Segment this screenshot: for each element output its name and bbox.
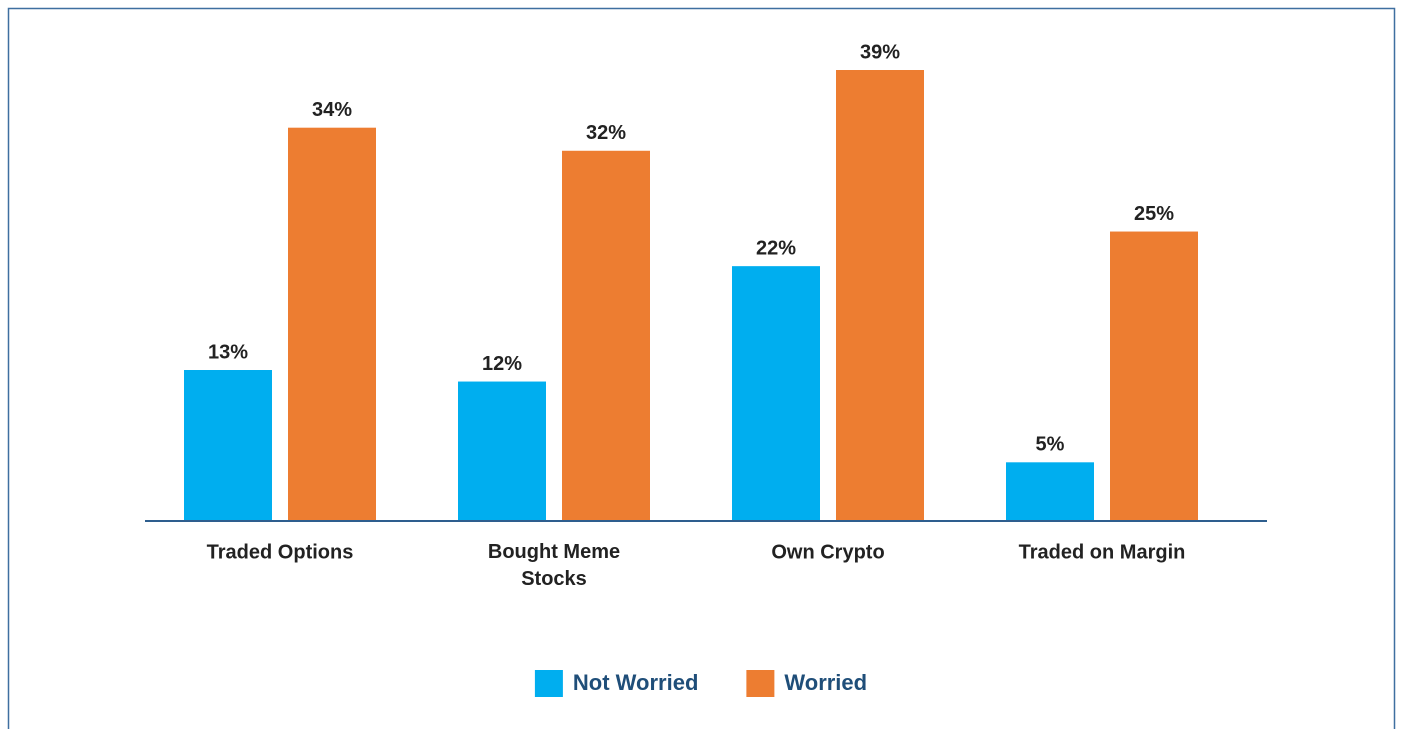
- data-label: 32%: [586, 122, 626, 144]
- data-label: 39%: [860, 41, 900, 63]
- data-label: 13%: [208, 341, 248, 363]
- data-label: 34%: [312, 99, 352, 121]
- legend-swatch: [746, 670, 775, 697]
- x-tick-label: Traded Options: [207, 541, 354, 563]
- data-label: 12%: [482, 353, 522, 375]
- x-tick-label: Bought Meme Stocks: [488, 541, 620, 590]
- x-tick-label: Own Crypto: [771, 541, 884, 563]
- data-label: 25%: [1134, 203, 1174, 225]
- legend-swatch: [534, 670, 563, 697]
- legend-label: Worried: [784, 670, 867, 695]
- legend-item: Worried: [746, 670, 867, 697]
- bar: [1110, 231, 1198, 521]
- bar: [562, 150, 650, 520]
- bar: [288, 127, 376, 520]
- bar: [184, 370, 272, 520]
- data-label: 22%: [756, 237, 796, 259]
- x-tick-label: Traded on Margin: [1019, 541, 1186, 563]
- legend-label: Not Worried: [573, 670, 698, 695]
- data-label: 5%: [1036, 434, 1065, 456]
- bar: [836, 70, 924, 520]
- frame: [7, 7, 1396, 729]
- bar: [732, 266, 820, 520]
- legend-item: Not Worried: [534, 670, 698, 697]
- bar: [458, 381, 546, 520]
- bar: [1006, 462, 1094, 520]
